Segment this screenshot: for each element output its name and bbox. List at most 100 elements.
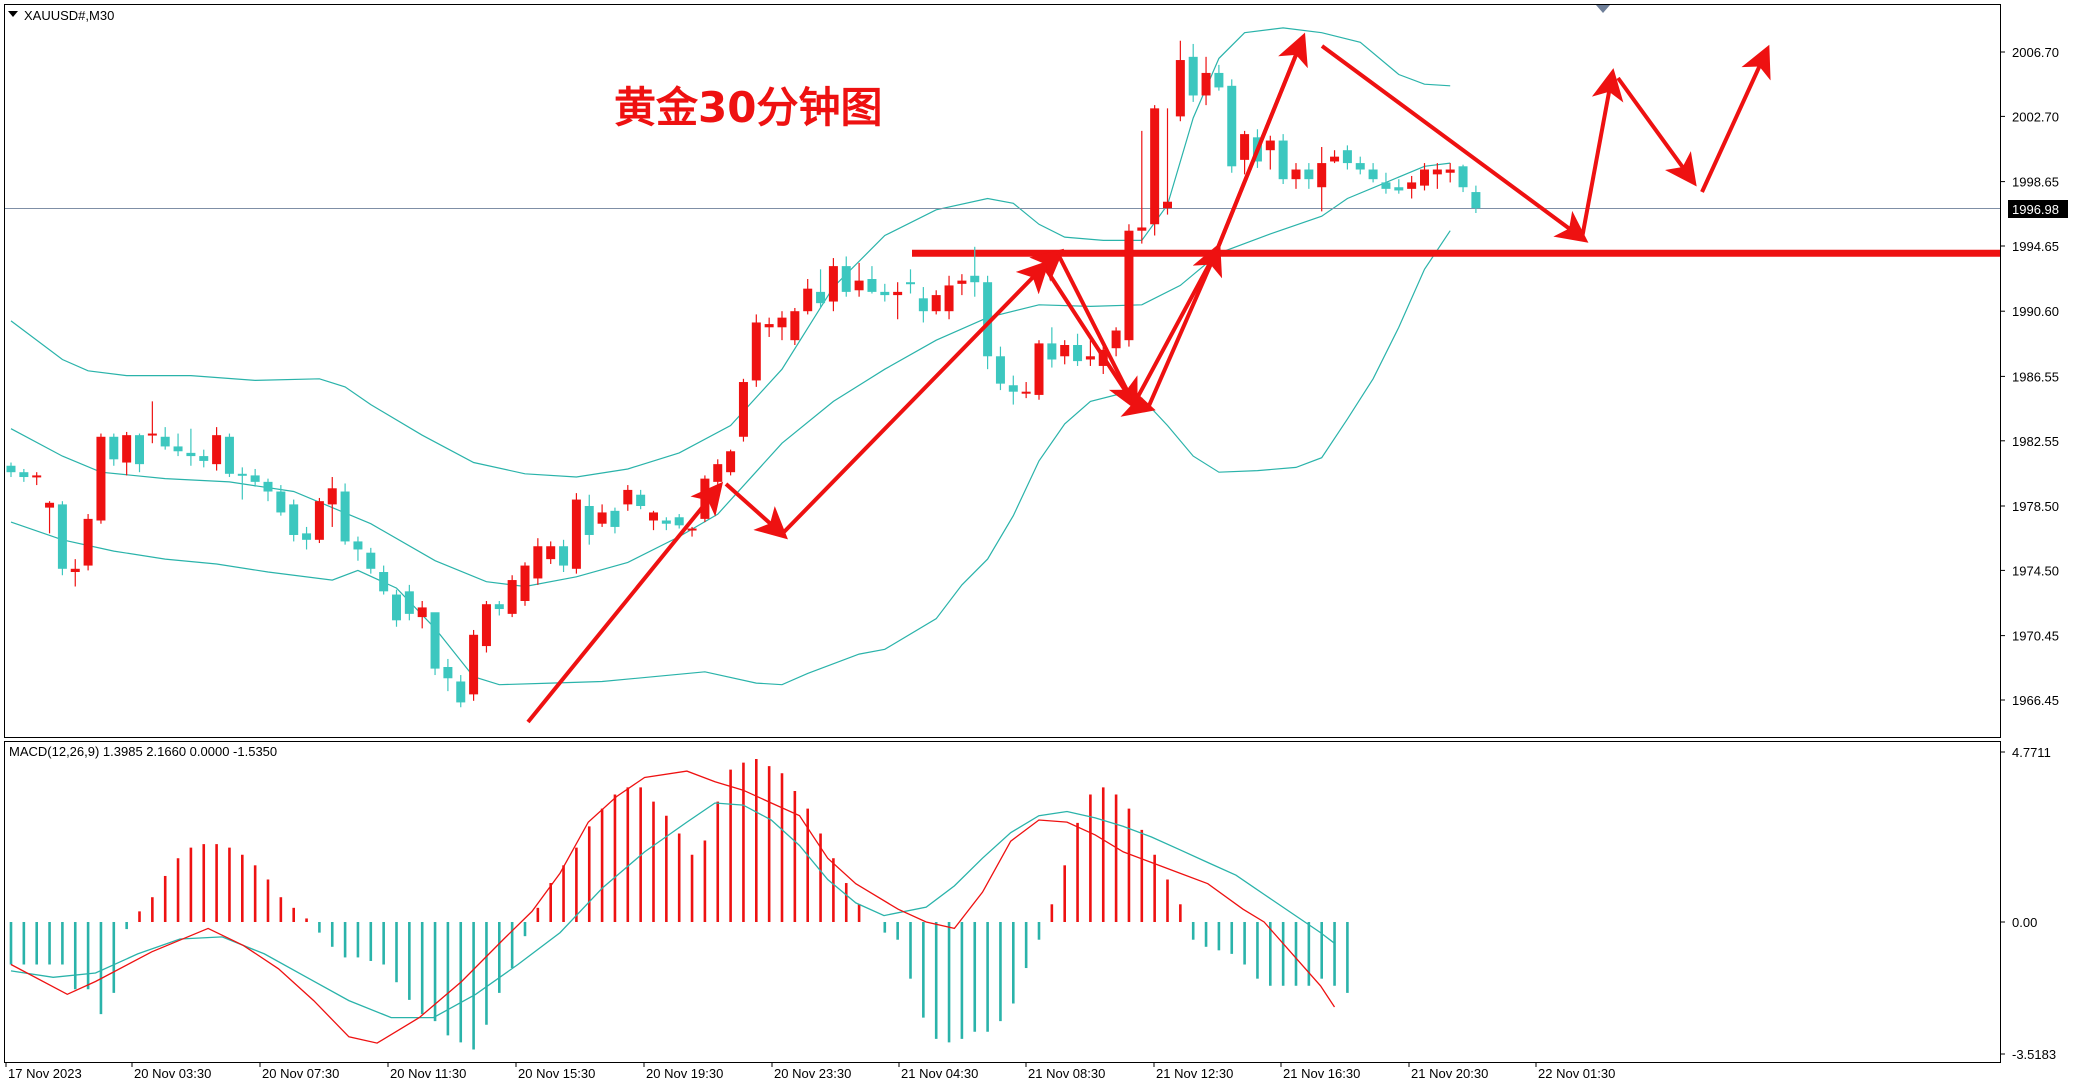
candle-body [687, 528, 697, 531]
macd-pane[interactable] [4, 741, 2001, 1063]
macd-signal-line [10, 802, 1335, 1019]
candle-body [366, 552, 376, 569]
candle-body [764, 324, 774, 328]
price-tick-label: 1970.45 [2012, 629, 2059, 644]
time-axis: 17 Nov 2023 20 Nov 03:30 20 Nov 07:30 20 No… [5, 1062, 1615, 1081]
macd-main-line [10, 770, 1336, 1044]
price-tick-label: 2006.70 [2012, 45, 2059, 60]
candle-body [674, 517, 684, 526]
candle-body [777, 317, 787, 328]
candle-body [610, 510, 620, 527]
candle-body [32, 475, 42, 478]
candle-body [96, 436, 106, 521]
candle-body [1381, 182, 1391, 189]
candle-body [995, 356, 1005, 384]
candle-body [546, 546, 556, 560]
candle-body [803, 288, 813, 312]
time-tick-label: 20 Nov 11:30 [390, 1066, 466, 1081]
price-tick-label: 1986.55 [2012, 369, 2059, 384]
time-tick-label: 20 Nov 19:30 [646, 1066, 723, 1081]
candle-body [1008, 385, 1018, 392]
trend-arrow [724, 482, 788, 540]
macd-tick-label: -3.5183 [2012, 1047, 2056, 1062]
candle-body [237, 473, 247, 476]
candle-body [1420, 169, 1429, 186]
candle-body [1355, 163, 1365, 170]
candle-body [1278, 140, 1288, 180]
candle-body [597, 512, 607, 524]
menu-triangle-icon[interactable] [8, 11, 18, 17]
candle-body [1394, 187, 1404, 191]
candle-body [173, 446, 183, 452]
candle-body [456, 681, 466, 703]
trend-arrow [526, 481, 724, 724]
trend-arrow [1700, 44, 1771, 193]
candle-body [302, 533, 312, 540]
trend-arrow [1056, 253, 1138, 412]
candle-body [1368, 169, 1378, 180]
candle-body [70, 568, 80, 573]
candle-body [1265, 140, 1275, 151]
bollinger-upper [10, 27, 1451, 478]
candle-body [430, 612, 440, 669]
time-tick-label: 21 Nov 12:30 [1156, 1066, 1233, 1081]
candle-body [494, 604, 504, 610]
macd-label: MACD(12,26,9) 1.3985 2.1660 0.0000 -1.53… [9, 744, 277, 759]
candle-body [481, 604, 491, 647]
candle-body [1124, 230, 1134, 341]
candle-body [1458, 166, 1468, 188]
candle-body [1240, 134, 1250, 160]
candle-body [404, 591, 414, 614]
candle-body [738, 382, 748, 437]
candle-body [1047, 343, 1057, 360]
bollinger-lower [10, 230, 1451, 686]
candle-body [443, 666, 453, 679]
candle-body [379, 572, 389, 592]
trend-annotations [526, 32, 1771, 724]
time-tick-label: 21 Nov 20:30 [1411, 1066, 1488, 1081]
candle-body [1317, 163, 1327, 188]
candle-body [199, 456, 209, 461]
trend-arrow [1215, 32, 1308, 251]
time-tick-label: 20 Nov 07:30 [262, 1066, 339, 1081]
candle-body [841, 266, 851, 292]
price-axis: 2006.70 2002.70 1998.65 1994.65 1990.60 1986.… [2000, 45, 2059, 1062]
price-tick-label: 1974.50 [2012, 563, 2059, 578]
candle-body [1227, 85, 1237, 167]
macd-tick-label: 4.7711 [2012, 745, 2051, 760]
candle-body [1111, 330, 1121, 349]
candle-body [186, 452, 196, 457]
macd-tick-label: 0.00 [2012, 915, 2037, 930]
candle-body [854, 280, 864, 291]
candles [6, 40, 1481, 708]
symbol-label: XAUUSD#,M30 [24, 8, 114, 23]
price-pane[interactable] [4, 4, 2001, 738]
candle-body [1304, 169, 1314, 180]
candle-body [212, 435, 222, 465]
macd-indicator [9, 759, 1349, 1050]
time-tick-label: 22 Nov 01:30 [1538, 1066, 1615, 1081]
candle-body [250, 475, 260, 482]
candle-body [224, 436, 234, 474]
current-price-label: 1996.98 [2012, 202, 2059, 217]
price-tick-label: 2002.70 [2012, 109, 2059, 124]
candle-body [83, 518, 93, 566]
candle-body [816, 291, 826, 304]
candle-body [623, 489, 633, 505]
candle-body [1342, 150, 1352, 164]
candle-body [1188, 56, 1198, 96]
candle-body [1214, 72, 1224, 88]
candle-body [533, 546, 543, 579]
candle-body [893, 291, 903, 296]
current-price-badge [2008, 200, 2068, 218]
candle-body [1073, 345, 1083, 362]
scroll-marker-icon[interactable] [1596, 5, 1610, 13]
trend-arrow [1029, 248, 1065, 282]
candle-body [160, 436, 170, 447]
candle-body [1445, 169, 1455, 173]
candle-body [469, 634, 479, 695]
candle-body [45, 502, 55, 508]
trend-arrow [1120, 386, 1156, 417]
time-tick-label: 20 Nov 15:30 [518, 1066, 595, 1081]
